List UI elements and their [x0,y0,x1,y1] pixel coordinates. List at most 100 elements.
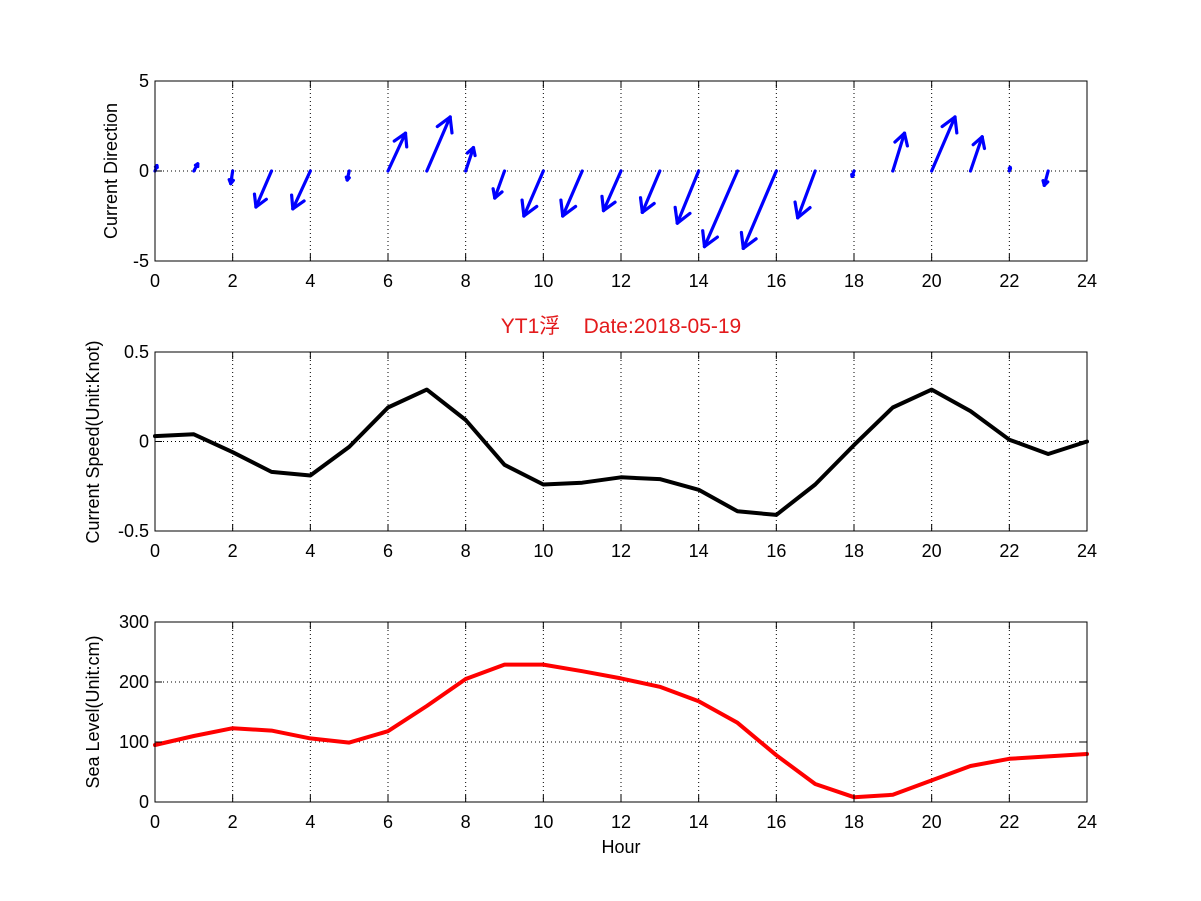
current-arrow [344,169,351,182]
arrow-head [520,198,526,218]
arrow-head [600,194,606,213]
x-tick-label: 8 [461,541,471,561]
arrow-head [640,201,656,214]
x-axis-label: Hour [601,837,640,857]
current-arrow [638,169,662,214]
arrow-head [229,178,235,186]
x-tick-label: 4 [305,271,315,291]
arrow-head [448,115,454,135]
arrow-shaft [968,135,984,173]
grid [155,352,1087,531]
y-tick-label: 0 [139,432,149,452]
arrow-shaft [386,131,408,173]
y-axis-label: Sea Level(Unit:cm) [83,635,103,788]
arrow-head [850,173,856,178]
current-arrow [227,169,235,186]
arrow-head [940,115,957,129]
y-tick-label: -5 [133,251,149,271]
arrow-head [193,162,200,167]
y-tick-label: 0 [139,792,149,812]
speed-series [153,387,1089,517]
arrow-head [435,115,452,129]
x-tick-label: 12 [611,271,631,291]
y-tick-label: 0.5 [124,342,149,362]
chart-title: YT1浮 Date:2018-05-19 [501,315,741,338]
x-tick-label: 14 [689,812,709,832]
current-arrow [464,146,477,173]
x-tick-label: 16 [766,541,786,561]
arrow-head [153,164,159,169]
x-tick-label: 16 [766,271,786,291]
arrow-head [559,198,565,218]
arrow-shaft [425,115,452,173]
arrow-head [345,176,351,182]
x-tick-label: 24 [1077,812,1097,832]
current-arrow [930,115,959,173]
arrow-head [290,193,295,211]
x-tick-label: 10 [533,812,553,832]
arrow-head [793,200,800,220]
current-arrow [600,169,623,213]
arrow-shaft [522,169,545,218]
arrow-head [739,230,745,250]
arrow-head [902,131,909,148]
current-arrow [559,169,584,218]
grid [155,622,1087,802]
current-arrow [520,169,545,218]
arrow-shaft [254,169,274,209]
x-tick-label: 16 [766,812,786,832]
current-direction-panel: 0 2 4 6 8 10 12 14 16 18 20 22 24-505 Current Direct… [101,71,1097,291]
x-tick-label: 14 [689,541,709,561]
current-arrow [891,131,909,173]
arrow-head [291,199,306,211]
arrows [153,115,1050,250]
x-tick-label: 2 [228,812,238,832]
x-tick-label: 0 [150,812,160,832]
arrow-shaft [702,169,740,249]
y-tick-label: 100 [119,732,149,752]
arrow-head [675,211,692,225]
current-arrow [252,169,274,209]
y-tick-label: 300 [119,612,149,632]
arrow-head [1042,180,1050,187]
x-tick-label: 22 [999,271,1019,291]
x-tick-label: 14 [689,271,709,291]
current-arrow [1007,165,1013,173]
y-tick-label: 200 [119,672,149,692]
x-tick-label: 12 [611,541,631,561]
x-tick-label: 2 [228,271,238,291]
x-tick-label: 6 [383,271,393,291]
arrow-head [971,135,984,147]
arrow-head [403,131,409,149]
arrow-shaft [741,169,778,250]
arrow-shaft [561,169,584,218]
current-arrow [850,169,856,178]
arrow-head [252,192,258,209]
x-tick-label: 4 [305,812,315,832]
current-arrow [793,169,817,220]
arrow-shaft [891,131,907,173]
arrow-shaft [493,169,507,200]
x-tick-label: 6 [383,812,393,832]
arrow-head [701,229,707,249]
current-arrow [491,169,507,200]
arrow-shaft [601,169,623,213]
x-tick-label: 4 [305,541,315,561]
y-axis-label: Current Direction [101,103,121,239]
current-arrow [386,131,409,173]
current-arrow [673,169,701,225]
arrow-shaft [796,169,817,220]
arrow-head [465,146,476,155]
x-tick-label: 10 [533,541,553,561]
series-line [153,662,1089,800]
x-tick-label: 24 [1077,541,1097,561]
current-arrow [192,162,200,173]
arrow-head [673,205,679,225]
x-tick-label: 20 [922,812,942,832]
x-tick-label: 20 [922,271,942,291]
x-tick-label: 18 [844,812,864,832]
arrow-head [953,115,959,135]
